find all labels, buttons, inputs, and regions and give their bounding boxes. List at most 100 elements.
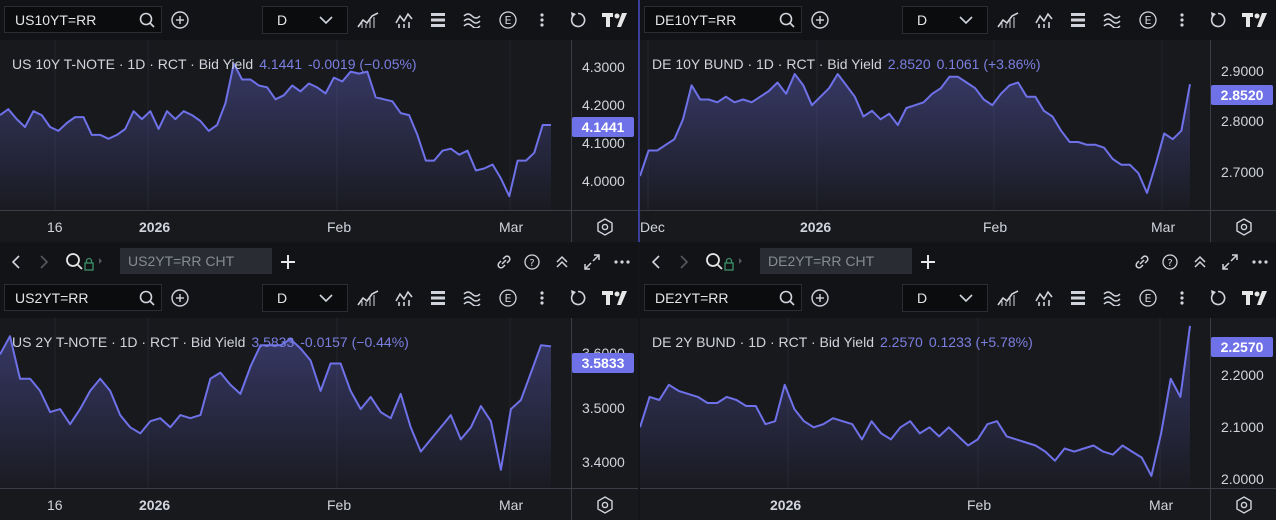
- tradingview-logo-icon[interactable]: [1240, 6, 1274, 34]
- chart-toolbar: DE10YT=RR D E: [640, 0, 1276, 40]
- symbol-input[interactable]: DE2YT=RR: [644, 284, 802, 311]
- symbol-input[interactable]: US2YT=RR: [4, 284, 162, 311]
- chevron-left-icon[interactable]: [6, 252, 26, 272]
- area-chart-icon[interactable]: [354, 284, 382, 312]
- y-tick: 2.2000: [1221, 367, 1264, 383]
- x-tick: Mar: [1149, 497, 1174, 513]
- add-icon[interactable]: [806, 6, 834, 34]
- chart-pane-us2y[interactable]: US2YT=RR D E US 2Y T-NOTE · 1D · RCT · B…: [0, 278, 638, 520]
- bars-icon[interactable]: [424, 6, 452, 34]
- interval-select[interactable]: D: [262, 284, 348, 312]
- more-vert-icon[interactable]: [528, 6, 556, 34]
- chevron-right-icon[interactable]: [674, 252, 694, 272]
- waves-icon[interactable]: [1098, 284, 1126, 312]
- chevron-left-icon[interactable]: [646, 252, 666, 272]
- search-lock-icon[interactable]: [64, 252, 104, 272]
- link-icon[interactable]: [494, 252, 514, 272]
- expand-icon[interactable]: [1220, 252, 1240, 272]
- settings-icon[interactable]: [1235, 496, 1253, 519]
- chart-plot-area[interactable]: [640, 318, 1210, 488]
- price-axis[interactable]: 3.6000 3.5000 3.4000 3.5833: [571, 318, 638, 488]
- symbol-input[interactable]: DE10YT=RR: [644, 6, 802, 33]
- waves-icon[interactable]: [458, 284, 486, 312]
- add-tab-icon[interactable]: [278, 252, 298, 272]
- settings-icon[interactable]: [1235, 218, 1253, 241]
- symbol-input[interactable]: US10YT=RR: [4, 6, 162, 33]
- search-icon[interactable]: [779, 12, 795, 33]
- add-icon[interactable]: [166, 6, 194, 34]
- pane-divider[interactable]: [638, 0, 640, 242]
- euro-icon[interactable]: E: [1134, 6, 1162, 34]
- chart-plot-area[interactable]: [640, 40, 1210, 210]
- expand-icon[interactable]: [582, 252, 602, 272]
- search-icon[interactable]: [139, 12, 155, 33]
- help-icon[interactable]: ?: [522, 252, 542, 272]
- euro-icon[interactable]: E: [494, 6, 522, 34]
- chevron-right-icon[interactable]: [34, 252, 54, 272]
- interval-select[interactable]: D: [902, 6, 988, 34]
- symbol-text: US10YT=RR: [15, 12, 97, 28]
- add-icon[interactable]: [166, 284, 194, 312]
- time-axis[interactable]: [0, 488, 571, 520]
- bars-icon[interactable]: [1064, 6, 1092, 34]
- waves-icon[interactable]: [1098, 6, 1126, 34]
- tradingview-logo-icon[interactable]: [600, 284, 634, 312]
- tab-chart[interactable]: DE2YT=RR CHT: [760, 248, 912, 274]
- bars-icon[interactable]: [424, 284, 452, 312]
- more-horiz-icon[interactable]: [612, 252, 632, 272]
- chart-plot-area[interactable]: [0, 318, 571, 488]
- reset-icon[interactable]: [564, 284, 592, 312]
- indicators-icon[interactable]: [1030, 284, 1058, 312]
- time-axis[interactable]: [640, 488, 1210, 520]
- euro-icon[interactable]: E: [494, 284, 522, 312]
- search-icon[interactable]: [139, 290, 155, 311]
- y-tick: 4.1000: [582, 135, 625, 151]
- settings-icon[interactable]: [596, 496, 614, 519]
- euro-icon[interactable]: E: [1134, 284, 1162, 312]
- interval-select[interactable]: D: [262, 6, 348, 34]
- waves-icon[interactable]: [458, 6, 486, 34]
- area-chart-icon[interactable]: [994, 284, 1022, 312]
- settings-icon[interactable]: [596, 218, 614, 241]
- reset-icon[interactable]: [1204, 284, 1232, 312]
- x-tick: Feb: [983, 219, 1008, 235]
- indicators-icon[interactable]: [390, 284, 418, 312]
- pane-control-bar: US2YT=RR CHT ?: [0, 243, 638, 279]
- area-chart-icon[interactable]: [354, 6, 382, 34]
- chart-pane-de2y[interactable]: DE2YT=RR D E DE 2Y BUND · 1D · RCT · Bid…: [640, 278, 1276, 520]
- bars-icon[interactable]: [1064, 284, 1092, 312]
- area-chart-icon[interactable]: [994, 6, 1022, 34]
- symbol-text: DE2YT=RR: [655, 290, 729, 306]
- help-icon[interactable]: ?: [1160, 252, 1180, 272]
- price-axis[interactable]: 4.3000 4.2000 4.1000 4.0000 4.1441: [571, 40, 638, 210]
- chart-pane-us10y[interactable]: US10YT=RR D E US 10Y T-NOTE · 1D · RCT ·…: [0, 0, 638, 242]
- more-vert-icon[interactable]: [528, 284, 556, 312]
- search-lock-icon[interactable]: [704, 252, 744, 272]
- more-horiz-icon[interactable]: [1250, 252, 1270, 272]
- add-icon[interactable]: [806, 284, 834, 312]
- collapse-icon[interactable]: [1190, 252, 1210, 272]
- tradingview-logo-icon[interactable]: [1240, 284, 1274, 312]
- reset-icon[interactable]: [1204, 6, 1232, 34]
- y-tick: 2.0000: [1221, 471, 1264, 487]
- interval-select[interactable]: D: [902, 284, 988, 312]
- time-axis[interactable]: [640, 210, 1210, 242]
- price-axis[interactable]: 2.2000 2.1000 2.0000 2.2570: [1210, 318, 1276, 488]
- chart-plot-area[interactable]: [0, 40, 571, 210]
- reset-icon[interactable]: [564, 6, 592, 34]
- more-vert-icon[interactable]: [1168, 6, 1196, 34]
- price-axis[interactable]: 2.9000 2.8000 2.7000 2.8520: [1210, 40, 1276, 210]
- tradingview-logo-icon[interactable]: [600, 6, 634, 34]
- chart-pane-de10y[interactable]: DE10YT=RR D E DE 10Y BUND · 1D · RCT · B…: [640, 0, 1276, 242]
- indicators-icon[interactable]: [390, 6, 418, 34]
- collapse-icon[interactable]: [552, 252, 572, 272]
- search-icon[interactable]: [779, 290, 795, 311]
- indicators-icon[interactable]: [1030, 6, 1058, 34]
- link-icon[interactable]: [1132, 252, 1152, 272]
- tab-chart[interactable]: US2YT=RR CHT: [120, 248, 272, 274]
- x-tick: Dec: [640, 219, 665, 235]
- add-tab-icon[interactable]: [918, 252, 938, 272]
- more-vert-icon[interactable]: [1168, 284, 1196, 312]
- legend-change: 0.1233 (+5.78%): [928, 334, 1033, 350]
- time-axis[interactable]: [0, 210, 571, 242]
